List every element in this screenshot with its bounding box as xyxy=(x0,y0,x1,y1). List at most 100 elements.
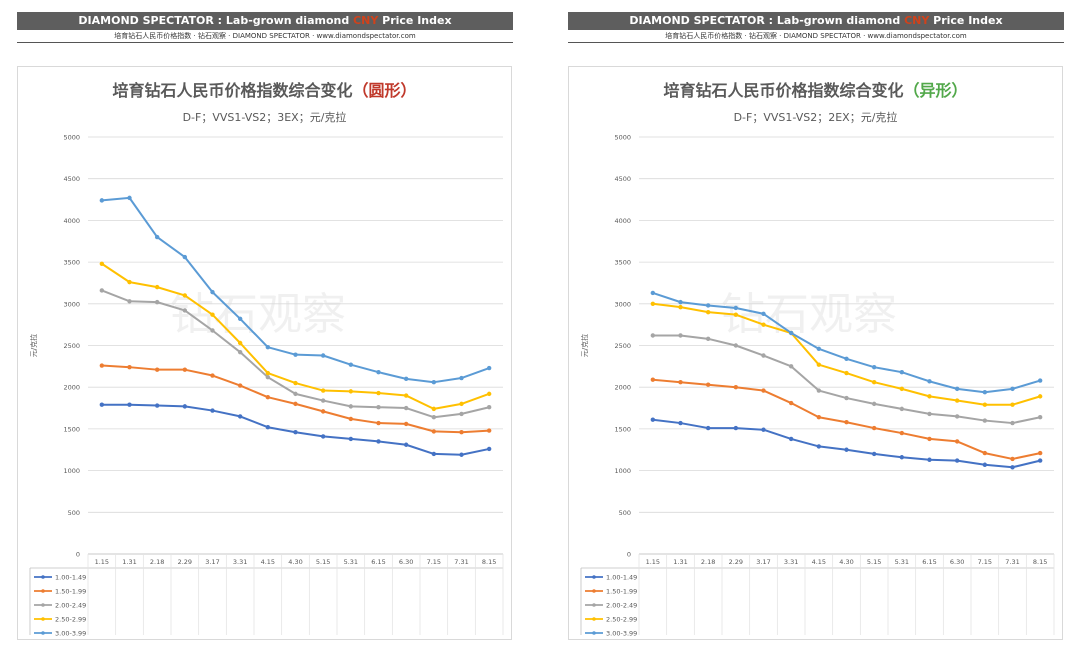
x-tick-label: 5.31 xyxy=(895,558,909,566)
x-tick-label: 4.15 xyxy=(812,558,826,566)
data-point xyxy=(403,405,409,411)
data-point xyxy=(678,420,683,426)
data-point xyxy=(210,289,215,295)
legend-marker xyxy=(41,589,45,593)
y-tick-label: 3000 xyxy=(614,300,631,308)
data-point xyxy=(982,462,988,467)
data-point xyxy=(650,290,656,296)
data-point xyxy=(705,309,711,315)
x-tick-label: 4.30 xyxy=(288,558,302,566)
data-point xyxy=(154,234,160,240)
data-point xyxy=(320,353,326,358)
chart-title-suffix: （异形） xyxy=(903,81,968,100)
data-point xyxy=(1010,402,1015,407)
data-point xyxy=(733,385,739,390)
data-point xyxy=(927,436,932,442)
data-point xyxy=(486,405,492,410)
data-point xyxy=(154,403,160,408)
banner-title-left: DIAMOND SPECTATOR : Lab-grown diamond xyxy=(78,14,354,27)
x-tick-label: 6.30 xyxy=(399,558,413,566)
legend-label: 3.00-3.99 xyxy=(55,630,86,638)
data-point xyxy=(650,417,656,422)
data-point xyxy=(320,434,326,439)
x-tick-label: 4.30 xyxy=(839,558,853,566)
data-point xyxy=(265,374,271,380)
data-point xyxy=(210,328,215,333)
data-point xyxy=(237,383,243,388)
data-point xyxy=(733,425,739,431)
data-point xyxy=(705,336,711,342)
data-point xyxy=(348,416,354,422)
data-point xyxy=(210,408,215,413)
data-point xyxy=(293,401,298,407)
legend-marker xyxy=(592,631,596,635)
data-point xyxy=(431,451,437,457)
legend-marker xyxy=(592,575,596,579)
data-point xyxy=(705,382,711,387)
data-point xyxy=(403,376,409,382)
data-point xyxy=(431,415,437,420)
subline-left: 培育钻石人民币价格指数 · 钻石观察 · DIAMOND SPECTATOR ·… xyxy=(17,30,513,43)
data-point xyxy=(816,388,822,393)
banner-cny-right: CNY xyxy=(904,14,930,27)
data-point xyxy=(459,452,464,457)
data-point xyxy=(927,457,932,462)
data-point xyxy=(899,386,905,392)
data-point xyxy=(788,364,794,369)
data-point xyxy=(127,402,132,407)
data-point xyxy=(954,398,960,403)
legend-label: 1.50-1.99 xyxy=(55,588,86,596)
data-point xyxy=(182,254,188,260)
chart-title-text: 培育钻石人民币价格指数综合变化 xyxy=(112,81,353,100)
y-tick-label: 4000 xyxy=(63,217,80,225)
data-point xyxy=(348,436,354,442)
data-point xyxy=(650,301,656,306)
data-point xyxy=(127,299,132,304)
data-point xyxy=(705,303,711,308)
data-point xyxy=(733,343,739,348)
watermark-text: 钻石观察 xyxy=(170,289,346,340)
chart-title-text: 培育钻石人民币价格指数综合变化 xyxy=(663,81,904,100)
data-point xyxy=(182,404,188,409)
data-point xyxy=(376,420,381,426)
legend-marker xyxy=(592,617,596,621)
data-point xyxy=(844,395,849,401)
data-point xyxy=(348,362,354,367)
data-point xyxy=(376,369,381,375)
data-point xyxy=(761,388,766,393)
y-tick-label: 2500 xyxy=(614,342,631,350)
x-tick-label: 4.15 xyxy=(261,558,275,566)
banner-title-right-2: Price Index xyxy=(929,14,1003,27)
chart-panel-round: 钻石观察 0 500 1000 1500 2000 2500 3000 3500 4000 4500… xyxy=(17,66,512,640)
data-point xyxy=(761,353,766,358)
data-point xyxy=(1037,458,1043,463)
x-tick-label: 7.31 xyxy=(454,558,468,566)
data-point xyxy=(816,346,822,352)
data-point xyxy=(761,311,766,317)
x-tick-label: 5.15 xyxy=(316,558,330,566)
data-point xyxy=(403,442,409,447)
chart-svg-round: 钻石观察 0 500 1000 1500 2000 2500 3000 3500 4000 4500… xyxy=(29,134,504,638)
data-point xyxy=(1010,456,1015,462)
chart-title-round: 培育钻石人民币价格指数综合变化（圆形） xyxy=(18,77,511,101)
chart-title-suffix: （圆形） xyxy=(352,81,417,100)
data-point xyxy=(99,402,105,407)
data-point xyxy=(486,391,492,397)
data-point xyxy=(99,288,105,293)
data-point xyxy=(733,312,739,317)
data-point xyxy=(1010,386,1015,392)
data-point xyxy=(788,436,794,442)
x-tick-label: 3.17 xyxy=(205,558,219,566)
x-tick-label: 5.31 xyxy=(344,558,358,566)
x-tick-label: 6.30 xyxy=(950,558,964,566)
data-point xyxy=(954,386,960,392)
banner-right: DIAMOND SPECTATOR : Lab-grown diamond CN… xyxy=(568,12,1064,30)
x-tick-label: 2.29 xyxy=(729,558,743,566)
legend-label: 3.00-3.99 xyxy=(606,630,637,638)
banner-cny-left: CNY xyxy=(353,14,379,27)
data-point xyxy=(376,390,381,396)
legend-label: 2.00-2.49 xyxy=(606,602,637,610)
data-point xyxy=(982,450,988,456)
data-point xyxy=(761,322,766,327)
data-point xyxy=(678,299,683,305)
